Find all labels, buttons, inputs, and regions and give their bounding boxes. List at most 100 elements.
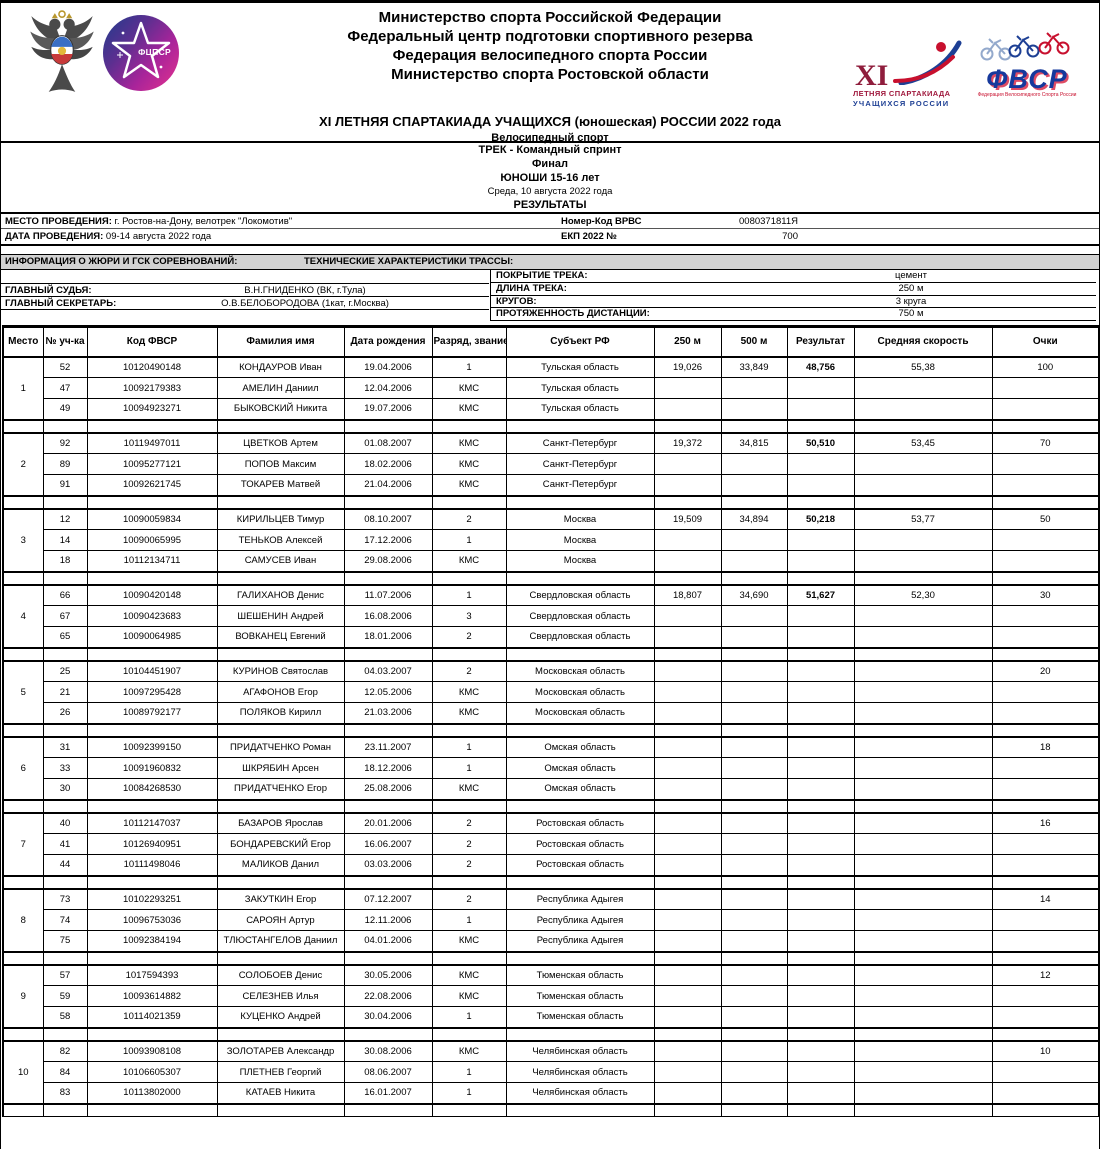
- time-250-cell: [653, 474, 722, 496]
- rider-row: 83 10113802000 КАТАЕВ Никита 16.01.2007 1 Чел…: [3, 1082, 1099, 1104]
- rank-cell: КМС: [431, 963, 507, 986]
- rank-cell: 1: [431, 1061, 507, 1083]
- spacer-cell: [653, 494, 722, 509]
- bib-cell: 47: [42, 377, 88, 399]
- vrvs-value: 0080371811Я: [739, 216, 798, 227]
- spacer-cell: [343, 950, 433, 965]
- time-500-cell: [720, 887, 788, 910]
- time-250-cell: [653, 659, 722, 682]
- region-cell: Московская область: [505, 659, 655, 682]
- time-500-cell: [720, 1006, 788, 1028]
- fvsr-cyclists-icon: [980, 32, 1070, 61]
- ekp-label: ЕКП 2022 №: [561, 231, 617, 242]
- spacer-cell: [786, 1026, 855, 1041]
- rank-cell: 1: [431, 583, 507, 606]
- spacer-cell: [786, 1102, 855, 1117]
- region-cell: Санкт-Петербург: [505, 453, 655, 475]
- time-500-cell: [720, 702, 788, 724]
- fvsr-code-cell: 10111498046: [86, 854, 218, 876]
- event-title: XI ЛЕТНЯЯ СПАРТАКИАДА УЧАЩИХСЯ (юношеска…: [319, 114, 781, 129]
- col-place: Место: [2, 325, 44, 358]
- bib-cell: 21: [42, 681, 88, 703]
- rank-cell: 2: [431, 507, 507, 530]
- fvsr-code-cell: 10092399150: [86, 735, 218, 758]
- rider-row: 2 92 10119497011 ЦВЕТКОВ Артем 01.08.2007 КМС…: [2, 431, 1099, 496]
- spacer-cell: [216, 418, 345, 433]
- result-cell: [786, 377, 855, 399]
- points-cell: [991, 550, 1099, 572]
- birth-date-cell: 18.12.2006: [343, 757, 433, 779]
- spartakiada-logo-line2: УЧАЩИХСЯ РОССИИ: [853, 99, 950, 108]
- spacer-cell: [86, 1026, 218, 1041]
- rider-name-cell: ВОВКАНЕЦ Евгений: [216, 626, 345, 648]
- rank-cell: КМС: [431, 930, 507, 952]
- fvsr-code-cell: 10093908108: [86, 1039, 218, 1062]
- time-500-cell: [720, 963, 788, 986]
- spacer-cell: [505, 722, 655, 737]
- bib-cell: 66: [42, 583, 88, 606]
- time-500-cell: [720, 626, 788, 648]
- spacer-cell: [786, 722, 855, 737]
- avg-speed-cell: 55,38: [853, 355, 993, 378]
- rider-row: 33 10091960832 ШКРЯБИН Арсен 18.12.2006 1 Омс…: [3, 757, 1099, 779]
- rank-cell: КМС: [431, 398, 507, 420]
- spacer-cell: [505, 646, 655, 661]
- birth-date-cell: 03.03.2006: [343, 854, 433, 876]
- spacer-cell: [786, 646, 855, 661]
- spacer-cell: [505, 798, 655, 813]
- spacer-cell: [431, 798, 507, 813]
- rider-row: 3 12 10090059834 КИРИЛЬЦЕВ Тимур 08.10.2007 2…: [2, 507, 1099, 572]
- bib-cell: 82: [42, 1039, 88, 1062]
- bib-cell: 92: [42, 431, 88, 454]
- time-250-cell: [653, 626, 722, 648]
- spacer-cell: [431, 950, 507, 965]
- rider-name-cell: ШЕШЕНИН Андрей: [216, 605, 345, 627]
- region-cell: Московская область: [505, 702, 655, 724]
- spacer-cell: [216, 570, 345, 585]
- spacer-cell: [720, 646, 788, 661]
- avg-speed-cell: [853, 963, 993, 986]
- rank-cell: 1: [431, 355, 507, 378]
- rider-row: 8 73 10102293251 ЗАКУТКИН Егор 07.12.2007 2 Ре…: [2, 887, 1099, 952]
- fvsr-code-cell: 10091960832: [86, 757, 218, 779]
- bib-cell: 65: [42, 626, 88, 648]
- time-250-cell: [653, 605, 722, 627]
- result-cell: [786, 833, 855, 855]
- points-cell: [991, 909, 1099, 931]
- rider-row: 4 66 10090420148 ГАЛИХАНОВ Денис 11.07.2006 1…: [2, 583, 1099, 648]
- org-line-4: Министерство спорта Ростовской области: [391, 66, 709, 83]
- distance-row: ПРОТЯЖЕННОСТЬ ДИСТАНЦИИ: 750 м: [491, 308, 1096, 321]
- avg-speed-cell: [853, 1061, 993, 1083]
- venue-row: МЕСТО ПРОВЕДЕНИЯ: г. Ростов-на-Дону, вел…: [1, 214, 1099, 229]
- document-header: ФЦПСР Министерство спорта Российской Фед…: [1, 0, 1099, 144]
- spacer-cell: [216, 950, 345, 965]
- spacer-cell: [653, 1102, 722, 1117]
- col-birth-date: Дата рождения: [343, 325, 433, 358]
- spacer-cell: [853, 950, 993, 965]
- rider-name-cell: АМЕЛИН Даниил: [216, 377, 345, 399]
- avg-speed-cell: [853, 550, 993, 572]
- fvsr-code-cell: 10106605307: [86, 1061, 218, 1083]
- spacer-cell: [216, 1026, 345, 1041]
- place-cell: 3: [2, 507, 44, 572]
- points-cell: 16: [991, 811, 1099, 834]
- points-cell: [991, 377, 1099, 399]
- header-row: Место № уч-ка Код ФВСР Фамилия имя Дата …: [2, 325, 1099, 358]
- result-cell: [786, 735, 855, 758]
- spacer-cell: [853, 418, 993, 433]
- rank-cell: КМС: [431, 453, 507, 475]
- rank-cell: 2: [431, 833, 507, 855]
- points-cell: [991, 930, 1099, 952]
- time-250-cell: [653, 681, 722, 703]
- spacer-cell: [853, 1102, 993, 1117]
- spacer-cell: [653, 1026, 722, 1041]
- birth-date-cell: 20.01.2006: [343, 811, 433, 834]
- spacer-cell: [991, 798, 1099, 813]
- time-500-cell: [720, 757, 788, 779]
- avg-speed-cell: [853, 778, 993, 800]
- result-cell: [786, 398, 855, 420]
- spacer-cell: [853, 570, 993, 585]
- spacer-cell: [431, 646, 507, 661]
- chief-secretary-label: ГЛАВНЫЙ СЕКРЕТАРЬ:: [5, 298, 117, 309]
- col-bib: № уч-ка: [42, 325, 88, 358]
